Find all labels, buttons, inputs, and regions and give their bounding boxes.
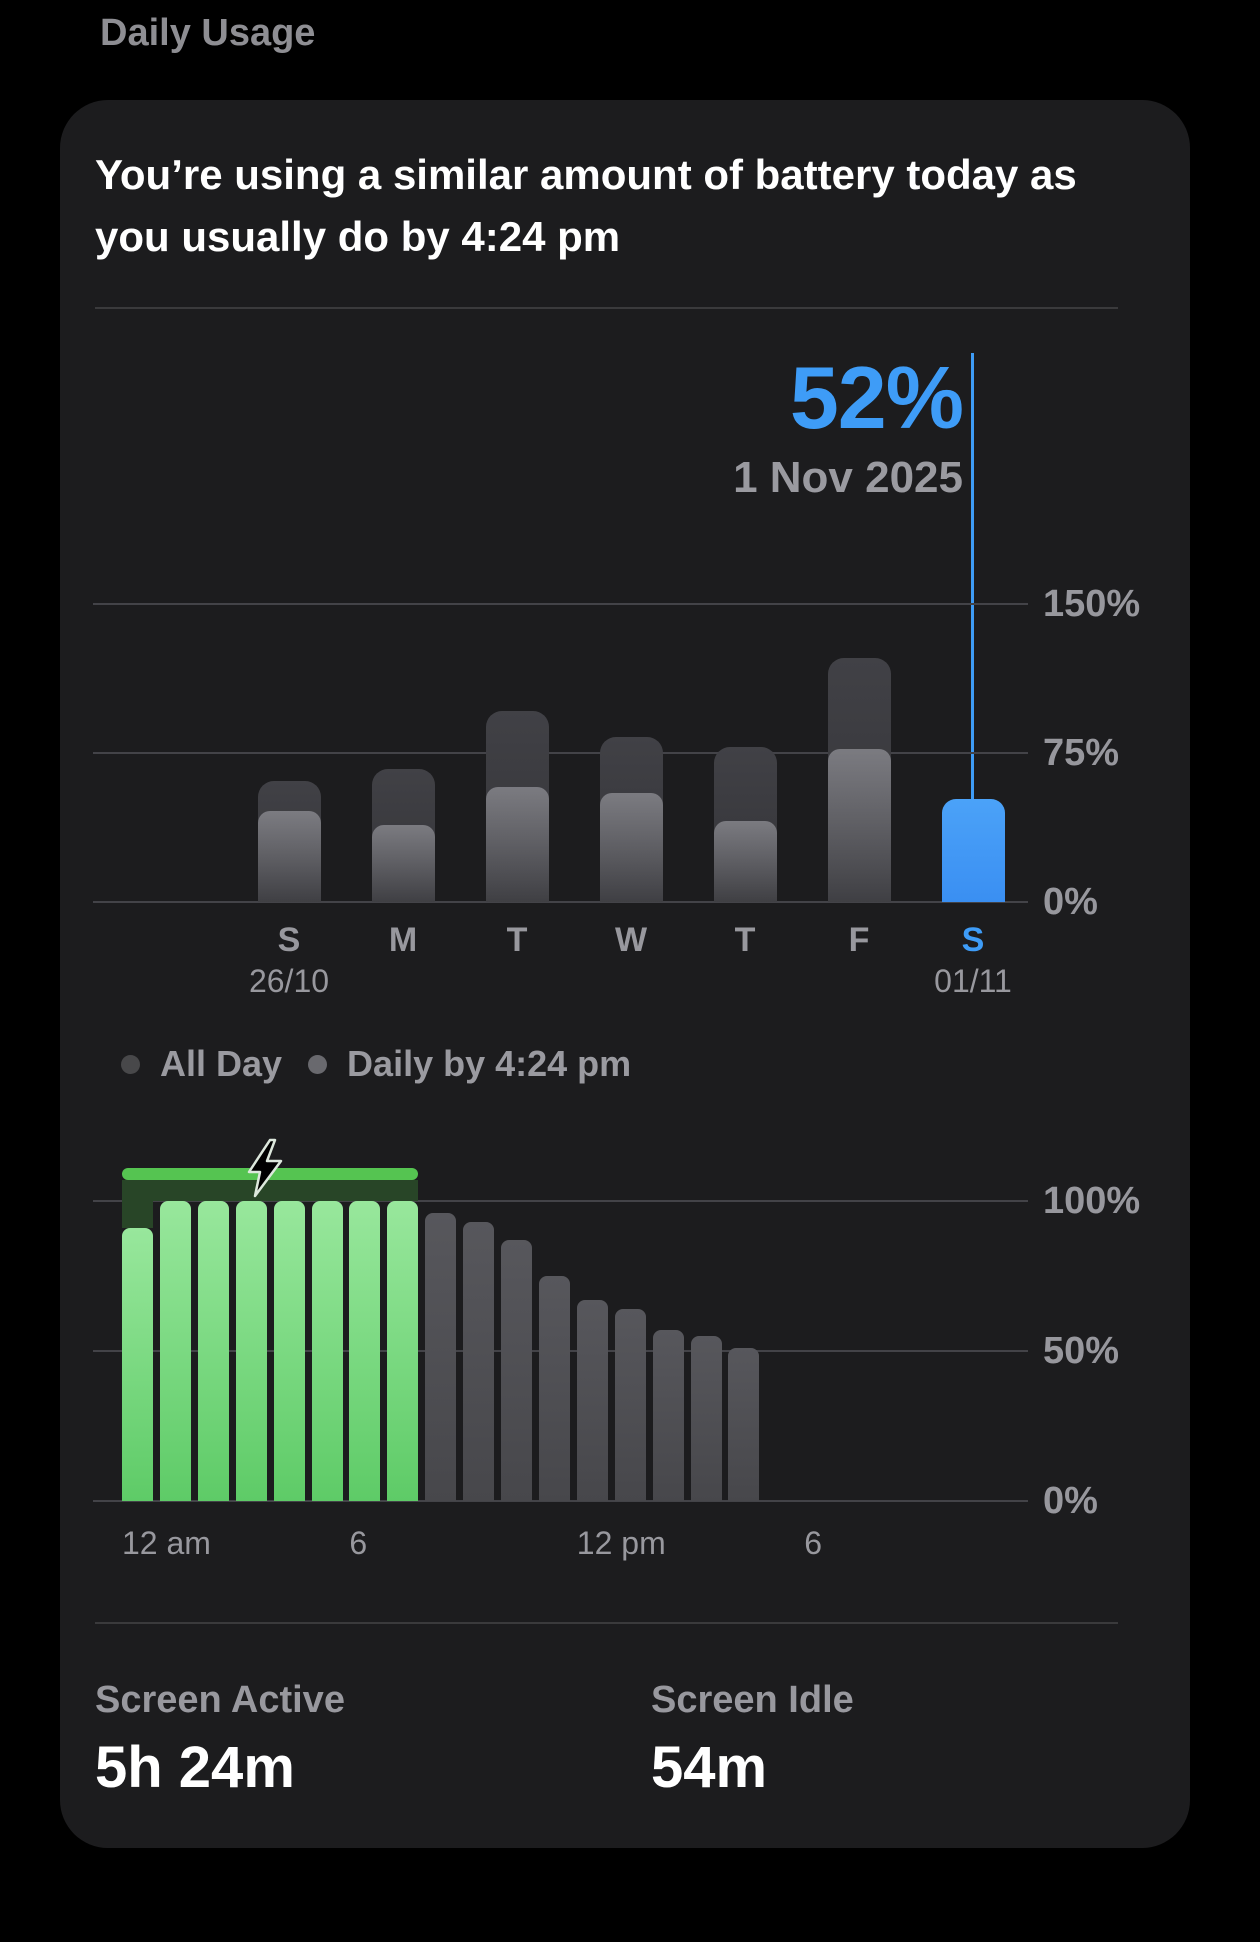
x-axis-label: 6: [349, 1525, 368, 1561]
battery-bar-charging[interactable]: [387, 1201, 419, 1501]
battery-bar-discharging[interactable]: [576, 1300, 608, 1501]
battery-bar-discharging[interactable]: [690, 1336, 722, 1501]
x-axis-label: 12 pm: [576, 1525, 666, 1561]
daily-usage-card: You’re using a similar amount of battery…: [60, 100, 1190, 1848]
date-label: 01/11: [934, 963, 1012, 999]
battery-bar-charging[interactable]: [122, 1228, 153, 1501]
y-axis-label: 50%: [1043, 1330, 1120, 1372]
gridline-75%: [93, 752, 1028, 754]
screen-active-stat: Screen Active 5h 24m: [95, 1678, 345, 1800]
gridline-150%: [93, 603, 1028, 605]
battery-bar-charging[interactable]: [311, 1201, 343, 1501]
chart-legend: All Day Daily by 4:24 pm: [121, 1043, 632, 1084]
divider: [95, 307, 1118, 309]
screen-idle-label: Screen Idle: [651, 1679, 854, 1721]
gridline-0%: [93, 1500, 1028, 1502]
all-day-legend-dot: [121, 1054, 140, 1074]
y-axis-label: 75%: [1043, 732, 1120, 774]
battery-bar-discharging[interactable]: [425, 1213, 457, 1501]
divider: [95, 1622, 1118, 1624]
selected-day-percent: 52%: [789, 348, 964, 447]
screen-active-value: 5h 24m: [95, 1735, 295, 1800]
battery-bar-charging[interactable]: [159, 1201, 191, 1501]
daily-by-time-legend-label: Daily by 4:24 pm: [347, 1043, 632, 1084]
day-label: S: [277, 921, 301, 959]
charging-overfill-zone: [122, 1180, 418, 1201]
screen-active-label: Screen Active: [95, 1679, 345, 1721]
day-label: F: [848, 921, 870, 959]
battery-bar-charging[interactable]: [235, 1201, 267, 1501]
battery-bar-discharging[interactable]: [463, 1222, 495, 1501]
screen-idle-stat: Screen Idle 54m: [651, 1678, 854, 1800]
screen-idle-value: 54m: [651, 1735, 768, 1800]
day-label: T: [734, 921, 756, 959]
daily-by-time-overlay-bar: [257, 810, 321, 902]
daily-by-time-overlay-bar: [599, 792, 663, 902]
x-axis-label: 12 am: [122, 1525, 211, 1561]
daily-by-time-legend-dot: [308, 1054, 328, 1074]
gridline-100%: [93, 1200, 1028, 1202]
y-axis-label: 100%: [1043, 1180, 1141, 1222]
charging-overfill-zone: [122, 1201, 153, 1228]
day-label: S: [961, 921, 985, 959]
daily-by-time-overlay-bar: [827, 749, 891, 902]
date-label: 26/10: [248, 963, 330, 999]
day-label: M: [388, 921, 418, 959]
charging-bolt-icon: [247, 1138, 283, 1198]
battery-bar-discharging[interactable]: [501, 1240, 532, 1501]
today-usage-bar[interactable]: [941, 798, 1005, 902]
battery-bar-discharging[interactable]: [652, 1330, 684, 1501]
day-label: T: [506, 921, 528, 959]
daily-by-time-overlay-bar: [485, 786, 549, 902]
all-day-legend-label: All Day: [160, 1043, 283, 1084]
daily-by-time-overlay-bar: [713, 820, 777, 902]
hourly-battery-level-chart[interactable]: 100% 50% 0% 12 am 6 12 pm 6: [60, 100, 1190, 1848]
selected-day-date: 1 Nov 2025: [733, 453, 963, 502]
gridline-0%: [93, 901, 1028, 903]
battery-bar-discharging[interactable]: [538, 1276, 570, 1501]
page-title: Daily Usage: [100, 12, 316, 54]
y-axis-label: 0%: [1043, 1480, 1098, 1522]
battery-bar-charging[interactable]: [273, 1201, 305, 1501]
battery-bar-discharging[interactable]: [614, 1309, 646, 1501]
day-label: W: [614, 921, 648, 959]
y-axis-label: 0%: [1043, 881, 1098, 923]
y-axis-label: 150%: [1043, 583, 1141, 625]
usage-summary-headline: You’re using a similar amount of battery…: [95, 151, 1077, 260]
battery-bar-charging[interactable]: [349, 1201, 381, 1501]
weekly-usage-chart[interactable]: 150% 75% 0% S 26/10 M T W T F S 01/11: [60, 100, 1190, 1848]
x-axis-label: 6: [804, 1525, 822, 1561]
battery-bar-charging[interactable]: [197, 1201, 229, 1501]
battery-bar-discharging[interactable]: [728, 1348, 760, 1501]
selected-day-indicator-line: [971, 353, 974, 800]
daily-by-time-overlay-bar: [371, 824, 435, 902]
